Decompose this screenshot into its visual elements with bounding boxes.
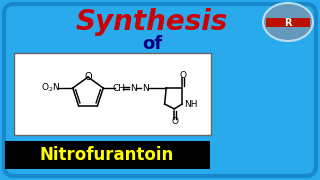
FancyBboxPatch shape (266, 18, 310, 27)
Text: O: O (84, 72, 92, 82)
Text: O: O (180, 71, 187, 80)
Text: NH: NH (184, 100, 198, 109)
Text: Synthesis: Synthesis (76, 8, 228, 36)
Text: O: O (172, 117, 179, 126)
Text: CH: CH (113, 84, 126, 93)
Ellipse shape (263, 3, 313, 41)
FancyBboxPatch shape (14, 53, 211, 135)
Text: N: N (130, 84, 137, 93)
Text: of: of (142, 35, 162, 53)
Text: N: N (142, 84, 148, 93)
FancyBboxPatch shape (4, 4, 316, 176)
Text: O$_2$N: O$_2$N (41, 82, 60, 94)
FancyBboxPatch shape (5, 141, 210, 169)
Text: R: R (284, 17, 292, 28)
Text: Nitrofurantoin: Nitrofurantoin (40, 146, 174, 164)
